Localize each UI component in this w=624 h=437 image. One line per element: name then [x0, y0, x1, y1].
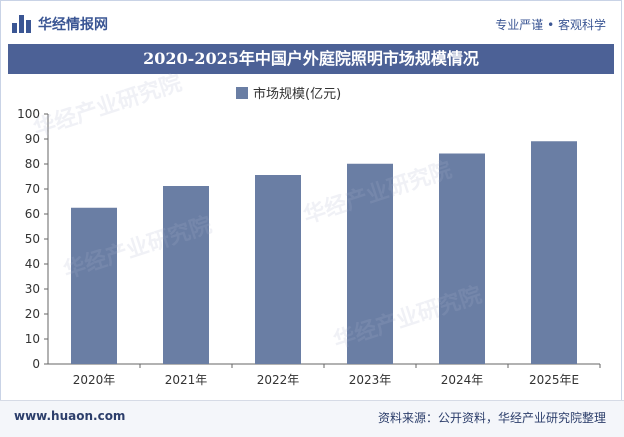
y-tick-label: 10: [25, 332, 40, 346]
brand-name: 华经情报网: [38, 17, 108, 33]
footer: www.huaon.com 资料来源：公开资料，华经产业研究院整理: [0, 400, 624, 437]
x-tick-label: 2025年E: [529, 373, 579, 387]
legend: 市场规模(亿元): [236, 83, 341, 102]
y-tick-label: 50: [25, 232, 40, 246]
bar: [71, 207, 117, 364]
x-tick-label: 2022年: [257, 373, 300, 387]
y-tick-label: 0: [32, 357, 40, 371]
legend-label: 市场规模(亿元): [253, 87, 342, 102]
legend-swatch: [236, 86, 248, 99]
header: 华经情报网 专业严谨 • 客观科学: [0, 0, 624, 44]
bar-chart: 0 10 20 30 40 50 60 70 80 90 100 2020年 2021年 2022年 202…: [17, 107, 601, 387]
bar: [531, 141, 577, 364]
y-tick-label: 60: [25, 207, 40, 221]
chart-title: 2020-2025年中国户外庭院照明市场规模情况: [8, 44, 614, 74]
x-tick-label: 2024年: [441, 373, 484, 387]
tagline: 专业严谨 • 客观科学: [495, 18, 606, 32]
y-tick-label: 80: [25, 157, 40, 171]
bar: [163, 186, 209, 364]
footer-source: 资料来源：公开资料，华经产业研究院整理: [377, 411, 606, 425]
bar: [255, 175, 301, 364]
x-tick-label: 2021年: [165, 373, 208, 387]
y-tick-label: 90: [25, 132, 40, 146]
x-tick-label: 2020年: [73, 373, 116, 387]
brand: 华经情报网: [12, 14, 108, 34]
y-tick-label: 20: [25, 307, 40, 321]
bar: [439, 153, 485, 364]
logo-icon: [12, 15, 32, 33]
bar: [347, 163, 393, 364]
y-tick-label: 30: [25, 282, 40, 296]
footer-url[interactable]: www.huaon.com: [14, 409, 126, 423]
y-tick-label: 100: [17, 107, 40, 121]
x-tick-label: 2023年: [349, 373, 392, 387]
y-tick-label: 70: [25, 182, 40, 196]
y-tick-label: 40: [25, 257, 40, 271]
